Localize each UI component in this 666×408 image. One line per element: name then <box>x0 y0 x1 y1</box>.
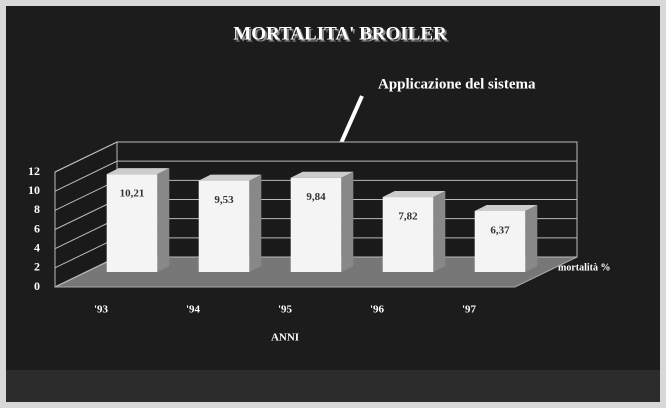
bar-top <box>198 174 262 181</box>
bar-top <box>382 191 446 198</box>
value-label: 9,53 <box>214 194 234 206</box>
value-label: 10,21 <box>120 188 145 200</box>
y-tick-label: 12 <box>28 164 40 178</box>
x-axis-label: ANNI <box>271 332 299 344</box>
bar <box>106 174 158 272</box>
grid-line <box>54 141 577 173</box>
bar-side <box>341 171 354 272</box>
x-tick-label: '93 <box>94 304 109 316</box>
chart-title-shadow: MORTALITA' BROILER <box>235 25 449 46</box>
y-tick-label: 8 <box>34 202 40 216</box>
y-tick-label: 10 <box>28 183 40 197</box>
bottom-band <box>6 370 660 402</box>
bar <box>290 177 342 272</box>
annotation: Applicazione del sistema <box>378 76 536 92</box>
y-tick-label: 6 <box>34 221 40 235</box>
bar-side <box>525 204 538 272</box>
bar <box>382 197 434 272</box>
value-label: 9,84 <box>306 191 326 203</box>
y-tick-label: 0 <box>34 279 40 293</box>
value-label: 7,82 <box>398 211 418 223</box>
y-axis-label: mortalità % <box>558 262 611 273</box>
bar <box>474 210 526 272</box>
value-label: 6,37 <box>490 224 510 236</box>
grid-line <box>54 160 577 192</box>
x-tick-label: '97 <box>462 304 477 316</box>
bar-side <box>433 191 446 272</box>
bar-side <box>249 174 262 272</box>
x-tick-label: '94 <box>186 304 201 316</box>
bar-top <box>290 171 354 178</box>
y-tick-label: 2 <box>34 260 40 274</box>
bar-top <box>106 168 170 175</box>
bar-top <box>474 204 538 211</box>
chart-title: MORTALITA' BROILER <box>233 23 447 44</box>
y-tick-label: 4 <box>34 240 40 254</box>
x-tick-label: '95 <box>278 304 293 316</box>
bar <box>198 180 250 272</box>
x-tick-label: '96 <box>370 304 385 316</box>
bar-side <box>157 168 170 272</box>
